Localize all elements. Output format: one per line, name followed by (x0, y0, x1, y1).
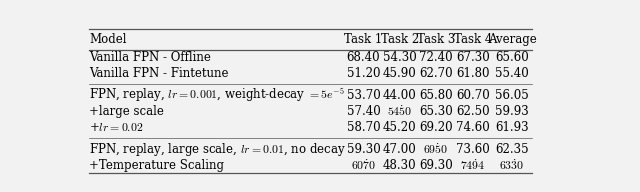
Text: 73.60: 73.60 (456, 143, 490, 156)
Text: Task 4: Task 4 (454, 33, 492, 46)
Text: 62.50: 62.50 (456, 105, 490, 118)
Text: 62.70: 62.70 (419, 67, 452, 80)
Text: +$lr = 0.02$: +$lr = 0.02$ (89, 121, 143, 134)
Text: 60.70: 60.70 (456, 89, 490, 102)
Text: Task 1: Task 1 (344, 33, 383, 46)
Text: 62.35: 62.35 (495, 143, 529, 156)
Text: 67.30: 67.30 (456, 51, 490, 64)
Text: 59.30: 59.30 (347, 143, 380, 156)
Text: 59.93: 59.93 (495, 105, 529, 118)
Text: Task 3: Task 3 (417, 33, 455, 46)
Text: +large scale: +large scale (89, 105, 164, 118)
Text: 58.70: 58.70 (347, 121, 380, 134)
Text: 72.40: 72.40 (419, 51, 452, 64)
Text: 68.40: 68.40 (347, 51, 380, 64)
Text: Model: Model (89, 33, 127, 46)
Text: 65.80: 65.80 (419, 89, 452, 102)
Text: 51.20: 51.20 (347, 67, 380, 80)
Text: 53.70: 53.70 (347, 89, 380, 102)
Text: 65.30: 65.30 (419, 105, 452, 118)
Text: 45.20: 45.20 (383, 121, 417, 134)
Text: $\mathbf{69\.50}$: $\mathbf{69\.50}$ (423, 142, 449, 157)
Text: FPN, replay, $lr = 0.001$, weight-decay $= 5e^{-5}$: FPN, replay, $lr = 0.001$, weight-decay … (89, 86, 344, 105)
Text: FPN, replay, large scale, $lr = 0.01$, no decay: FPN, replay, large scale, $lr = 0.01$, n… (89, 141, 346, 158)
Text: 65.60: 65.60 (495, 51, 529, 64)
Text: 45.90: 45.90 (383, 67, 417, 80)
Text: 55.40: 55.40 (495, 67, 529, 80)
Text: 74.60: 74.60 (456, 121, 490, 134)
Text: Vanilla FPN - Offline: Vanilla FPN - Offline (89, 51, 211, 64)
Text: 69.20: 69.20 (419, 121, 452, 134)
Text: $\mathbf{54\.50}$: $\mathbf{54\.50}$ (387, 104, 412, 119)
Text: $\mathbf{63\.30}$: $\mathbf{63\.30}$ (499, 158, 525, 173)
Text: 48.30: 48.30 (383, 159, 417, 172)
Text: 47.00: 47.00 (383, 143, 417, 156)
Text: 61.93: 61.93 (495, 121, 529, 134)
Text: $\mathbf{60\.70}$: $\mathbf{60\.70}$ (351, 158, 376, 173)
Text: Vanilla FPN - Fintetune: Vanilla FPN - Fintetune (89, 67, 228, 80)
Text: $\mathbf{74\.94}$: $\mathbf{74\.94}$ (460, 158, 486, 173)
Text: 54.30: 54.30 (383, 51, 417, 64)
Text: 56.05: 56.05 (495, 89, 529, 102)
Text: 44.00: 44.00 (383, 89, 417, 102)
Text: Average: Average (488, 33, 536, 46)
Text: 61.80: 61.80 (456, 67, 490, 80)
Text: +Temperature Scaling: +Temperature Scaling (89, 159, 224, 172)
Text: 57.40: 57.40 (347, 105, 380, 118)
Text: Task 2: Task 2 (381, 33, 419, 46)
Text: 69.30: 69.30 (419, 159, 452, 172)
